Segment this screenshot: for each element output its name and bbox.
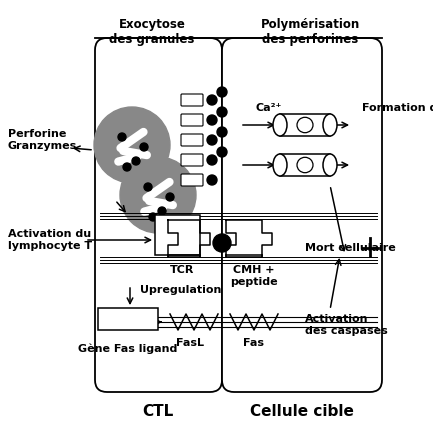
Circle shape xyxy=(149,213,157,221)
Text: Fas: Fas xyxy=(243,338,265,348)
Circle shape xyxy=(217,87,227,97)
Text: Activation du
lymphocyte T: Activation du lymphocyte T xyxy=(8,229,92,251)
Text: Exocytose
des granules: Exocytose des granules xyxy=(109,18,195,46)
Text: Gène Fas ligand: Gène Fas ligand xyxy=(78,344,178,354)
FancyBboxPatch shape xyxy=(181,154,203,166)
Circle shape xyxy=(217,147,227,157)
Ellipse shape xyxy=(297,117,313,133)
Circle shape xyxy=(213,234,231,252)
Text: Ca²⁺: Ca²⁺ xyxy=(255,103,281,113)
FancyBboxPatch shape xyxy=(222,38,382,392)
FancyBboxPatch shape xyxy=(181,94,203,106)
Bar xyxy=(98,308,158,330)
Text: Polymérisation
des perforines: Polymérisation des perforines xyxy=(260,18,360,46)
Ellipse shape xyxy=(323,154,337,176)
Circle shape xyxy=(144,183,152,191)
Text: Perforine
Granzymes: Perforine Granzymes xyxy=(8,129,77,151)
FancyBboxPatch shape xyxy=(181,134,203,146)
Circle shape xyxy=(217,127,227,137)
Ellipse shape xyxy=(273,154,287,176)
Circle shape xyxy=(217,107,227,117)
Bar xyxy=(280,154,330,176)
Ellipse shape xyxy=(323,114,337,136)
Circle shape xyxy=(207,115,217,125)
Circle shape xyxy=(207,175,217,185)
Text: Mort cellulaire: Mort cellulaire xyxy=(305,243,396,253)
FancyBboxPatch shape xyxy=(181,114,203,126)
Circle shape xyxy=(158,207,166,215)
Bar xyxy=(155,215,200,255)
Text: CMH +
peptide: CMH + peptide xyxy=(230,265,278,287)
Circle shape xyxy=(207,135,217,145)
Circle shape xyxy=(120,157,196,233)
Circle shape xyxy=(123,163,131,171)
Text: FasL: FasL xyxy=(176,338,204,348)
Text: Cellule cible: Cellule cible xyxy=(250,405,354,420)
Circle shape xyxy=(207,95,217,105)
Text: Activation
des caspases: Activation des caspases xyxy=(305,314,388,336)
Text: Upregulation: Upregulation xyxy=(140,285,221,295)
Circle shape xyxy=(132,157,140,165)
Circle shape xyxy=(118,133,126,141)
Text: CTL: CTL xyxy=(142,405,174,420)
Circle shape xyxy=(207,155,217,165)
Text: Formation de pores: Formation de pores xyxy=(362,103,433,113)
Circle shape xyxy=(140,143,148,151)
Circle shape xyxy=(166,193,174,201)
Text: TCR: TCR xyxy=(170,265,194,275)
FancyBboxPatch shape xyxy=(181,174,203,186)
Bar xyxy=(280,114,330,136)
Ellipse shape xyxy=(297,157,313,173)
FancyBboxPatch shape xyxy=(95,38,222,392)
Ellipse shape xyxy=(273,114,287,136)
Circle shape xyxy=(94,107,170,183)
